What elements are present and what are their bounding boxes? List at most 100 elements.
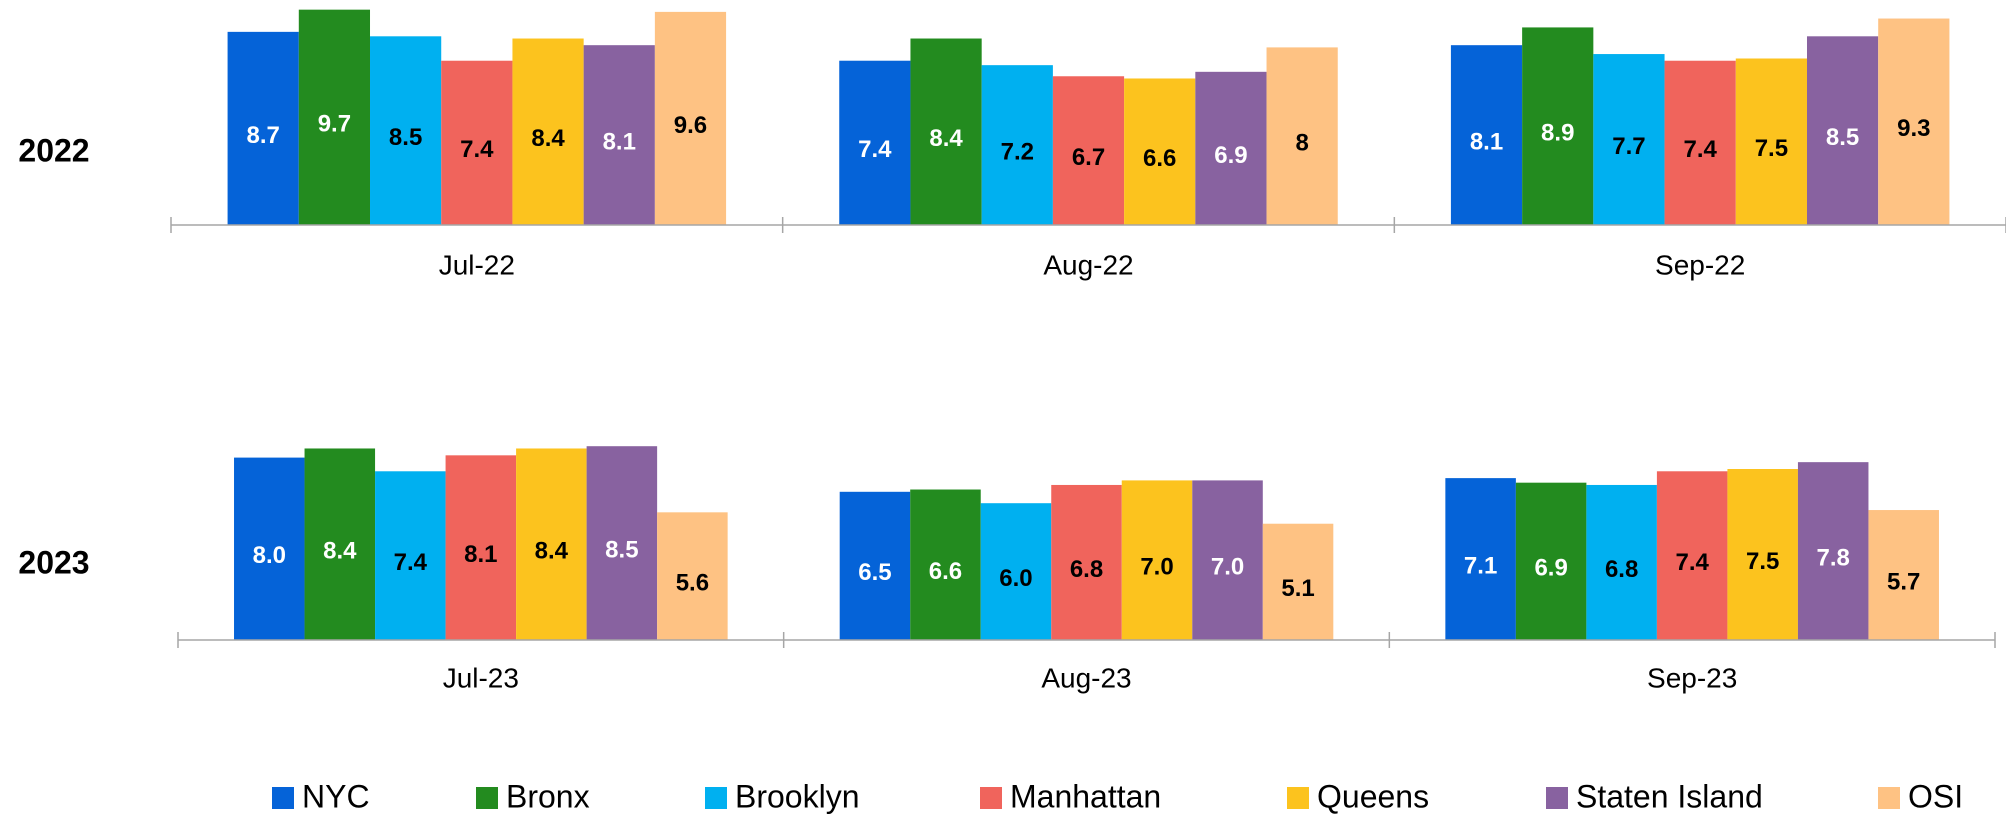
bar [980, 503, 1052, 640]
x-tick-label: Jul-23 [443, 662, 519, 693]
data-label: 8.0 [253, 542, 286, 569]
x-tick-label: Aug-23 [1041, 662, 1131, 693]
bar [1522, 27, 1594, 226]
data-label: 7.5 [1755, 135, 1788, 162]
legend-label: Queens [1317, 778, 1429, 814]
bar [1515, 482, 1587, 640]
bar [839, 60, 911, 225]
data-label: 8.4 [929, 125, 963, 152]
bar [1192, 480, 1263, 640]
data-label: 6.9 [1534, 555, 1567, 582]
legend-label: Bronx [506, 778, 590, 814]
legend-label: Manhattan [1010, 778, 1161, 814]
data-label: 7.5 [1746, 548, 1779, 575]
data-label: 7.0 [1140, 554, 1173, 581]
bar [981, 65, 1053, 225]
bar [375, 471, 446, 640]
row-label: 2022 [18, 132, 89, 168]
data-label: 8.5 [389, 124, 422, 151]
bar [910, 38, 982, 225]
legend-label: Brooklyn [735, 778, 860, 814]
data-label: 8.1 [603, 128, 636, 155]
bar [1735, 58, 1807, 225]
x-tick-label: Jul-22 [439, 249, 515, 280]
bar [227, 31, 299, 225]
data-label: 6.5 [858, 559, 891, 586]
data-label: 9.7 [318, 111, 351, 138]
data-label: 7.4 [394, 549, 428, 576]
data-label: 6.6 [1143, 145, 1176, 172]
legend-label: Staten Island [1576, 778, 1763, 814]
x-tick-label: Sep-23 [1647, 662, 1737, 693]
data-label: 9.6 [674, 112, 707, 139]
bar [586, 446, 658, 640]
data-label: 8.7 [246, 122, 279, 149]
bar [304, 448, 376, 640]
data-label: 8.4 [323, 538, 357, 565]
data-label: 7.7 [1612, 133, 1645, 160]
bar [298, 9, 371, 225]
bar [657, 512, 728, 640]
data-label: 6.9 [1214, 142, 1247, 169]
data-label: 7.0 [1211, 554, 1244, 581]
data-label: 8.4 [531, 125, 565, 152]
bar [839, 491, 911, 640]
bar [583, 45, 655, 226]
data-label: 6.6 [929, 558, 962, 585]
data-label: 9.3 [1897, 115, 1930, 142]
bar [1586, 484, 1657, 640]
bar [1195, 71, 1267, 225]
bar [1664, 60, 1736, 225]
bar [234, 457, 305, 640]
bar [1121, 480, 1193, 640]
data-label: 8.5 [605, 536, 638, 563]
bar [1124, 78, 1196, 225]
legend-swatch [1546, 787, 1568, 809]
bar [445, 455, 517, 640]
legend-label: NYC [302, 778, 370, 814]
bar [910, 489, 981, 640]
bar [441, 60, 513, 225]
bar [1593, 54, 1665, 226]
data-label: 7.1 [1464, 552, 1497, 579]
legend-label: OSI [1908, 778, 1963, 814]
bar [1052, 76, 1125, 225]
data-label: 7.2 [1001, 138, 1034, 165]
data-label: 8.5 [1826, 124, 1859, 151]
data-label: 7.4 [460, 136, 494, 163]
data-label: 7.8 [1817, 544, 1850, 571]
bar [1051, 484, 1122, 640]
legend-swatch [705, 787, 727, 809]
x-tick-label: Sep-22 [1655, 249, 1745, 280]
data-label: 7.4 [1683, 136, 1717, 163]
legend-swatch [980, 787, 1002, 809]
bar [1445, 478, 1516, 640]
bar [512, 38, 584, 225]
data-label: 7.4 [1675, 549, 1709, 576]
bar [1727, 469, 1798, 640]
bar [1806, 36, 1879, 225]
bar [1262, 523, 1334, 640]
bar [1656, 471, 1728, 640]
legend-swatch [272, 787, 294, 809]
data-label: 6.8 [1605, 556, 1638, 583]
row-label: 2023 [18, 544, 89, 580]
data-label: 5.7 [1887, 568, 1920, 595]
bar [516, 448, 587, 640]
bar [1266, 47, 1338, 226]
data-label: 8.1 [464, 541, 497, 568]
data-label: 5.1 [1281, 575, 1314, 602]
bar [1868, 510, 1939, 640]
data-label: 5.6 [676, 570, 709, 597]
bar [1797, 462, 1869, 640]
bar [654, 11, 727, 225]
data-label: 6.0 [999, 565, 1032, 592]
x-tick-label: Aug-22 [1043, 249, 1133, 280]
data-label: 8.1 [1470, 128, 1503, 155]
data-label: 6.8 [1070, 556, 1103, 583]
legend-swatch [1878, 787, 1900, 809]
bar [370, 36, 442, 225]
data-label: 7.4 [858, 136, 892, 163]
